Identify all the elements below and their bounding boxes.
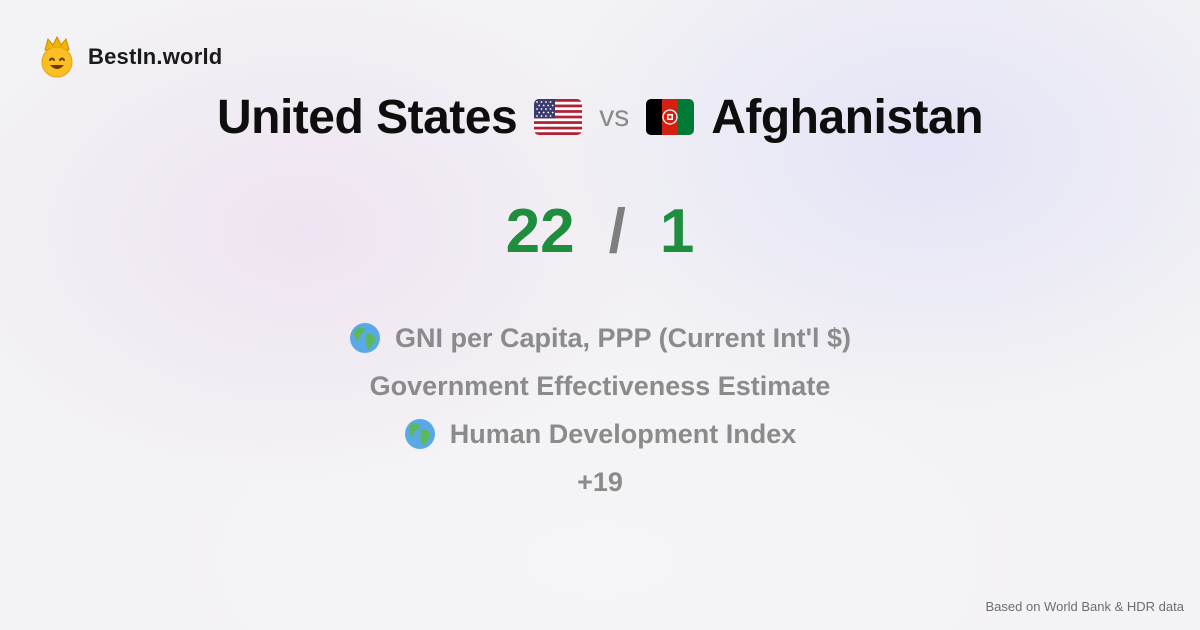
versus-label: vs — [599, 100, 630, 133]
crowned-smiley-icon — [41, 36, 73, 78]
metric-label: Government Effectiveness Estimate — [369, 370, 831, 401]
country-b-name: Afghanistan — [711, 90, 984, 144]
us-flag-icon — [534, 99, 583, 135]
afghanistan-flag-icon — [646, 99, 695, 135]
score-country-b: 1 — [659, 197, 695, 266]
globe-icon — [404, 419, 435, 449]
country-a-name: United States — [216, 90, 518, 144]
metric-item[interactable]: Human Development Index — [404, 410, 797, 458]
score-country-a: 22 — [505, 197, 575, 266]
globe-icon — [350, 323, 380, 353]
metric-label: GNI per Capita, PPP (Current Int'l $) — [395, 322, 851, 353]
comparison-headline: United States vs Afghanistan — [0, 86, 1200, 148]
metric-item[interactable]: GNI per Capita, PPP (Current Int'l $) — [349, 314, 851, 362]
score-separator: / — [608, 197, 626, 266]
data-source-note: Based on World Bank & HDR data — [985, 599, 1184, 614]
brand-logo[interactable]: BestIn.world — [38, 36, 222, 78]
metric-list: GNI per Capita, PPP (Current Int'l $) Go… — [0, 314, 1200, 506]
brand-name: BestIn.world — [88, 44, 223, 69]
more-metrics-count[interactable]: +19 — [577, 466, 623, 497]
score-display: 22 / 1 — [0, 196, 1200, 267]
metric-label: Human Development Index — [449, 418, 797, 449]
metric-item[interactable]: Government Effectiveness Estimate — [370, 362, 831, 410]
